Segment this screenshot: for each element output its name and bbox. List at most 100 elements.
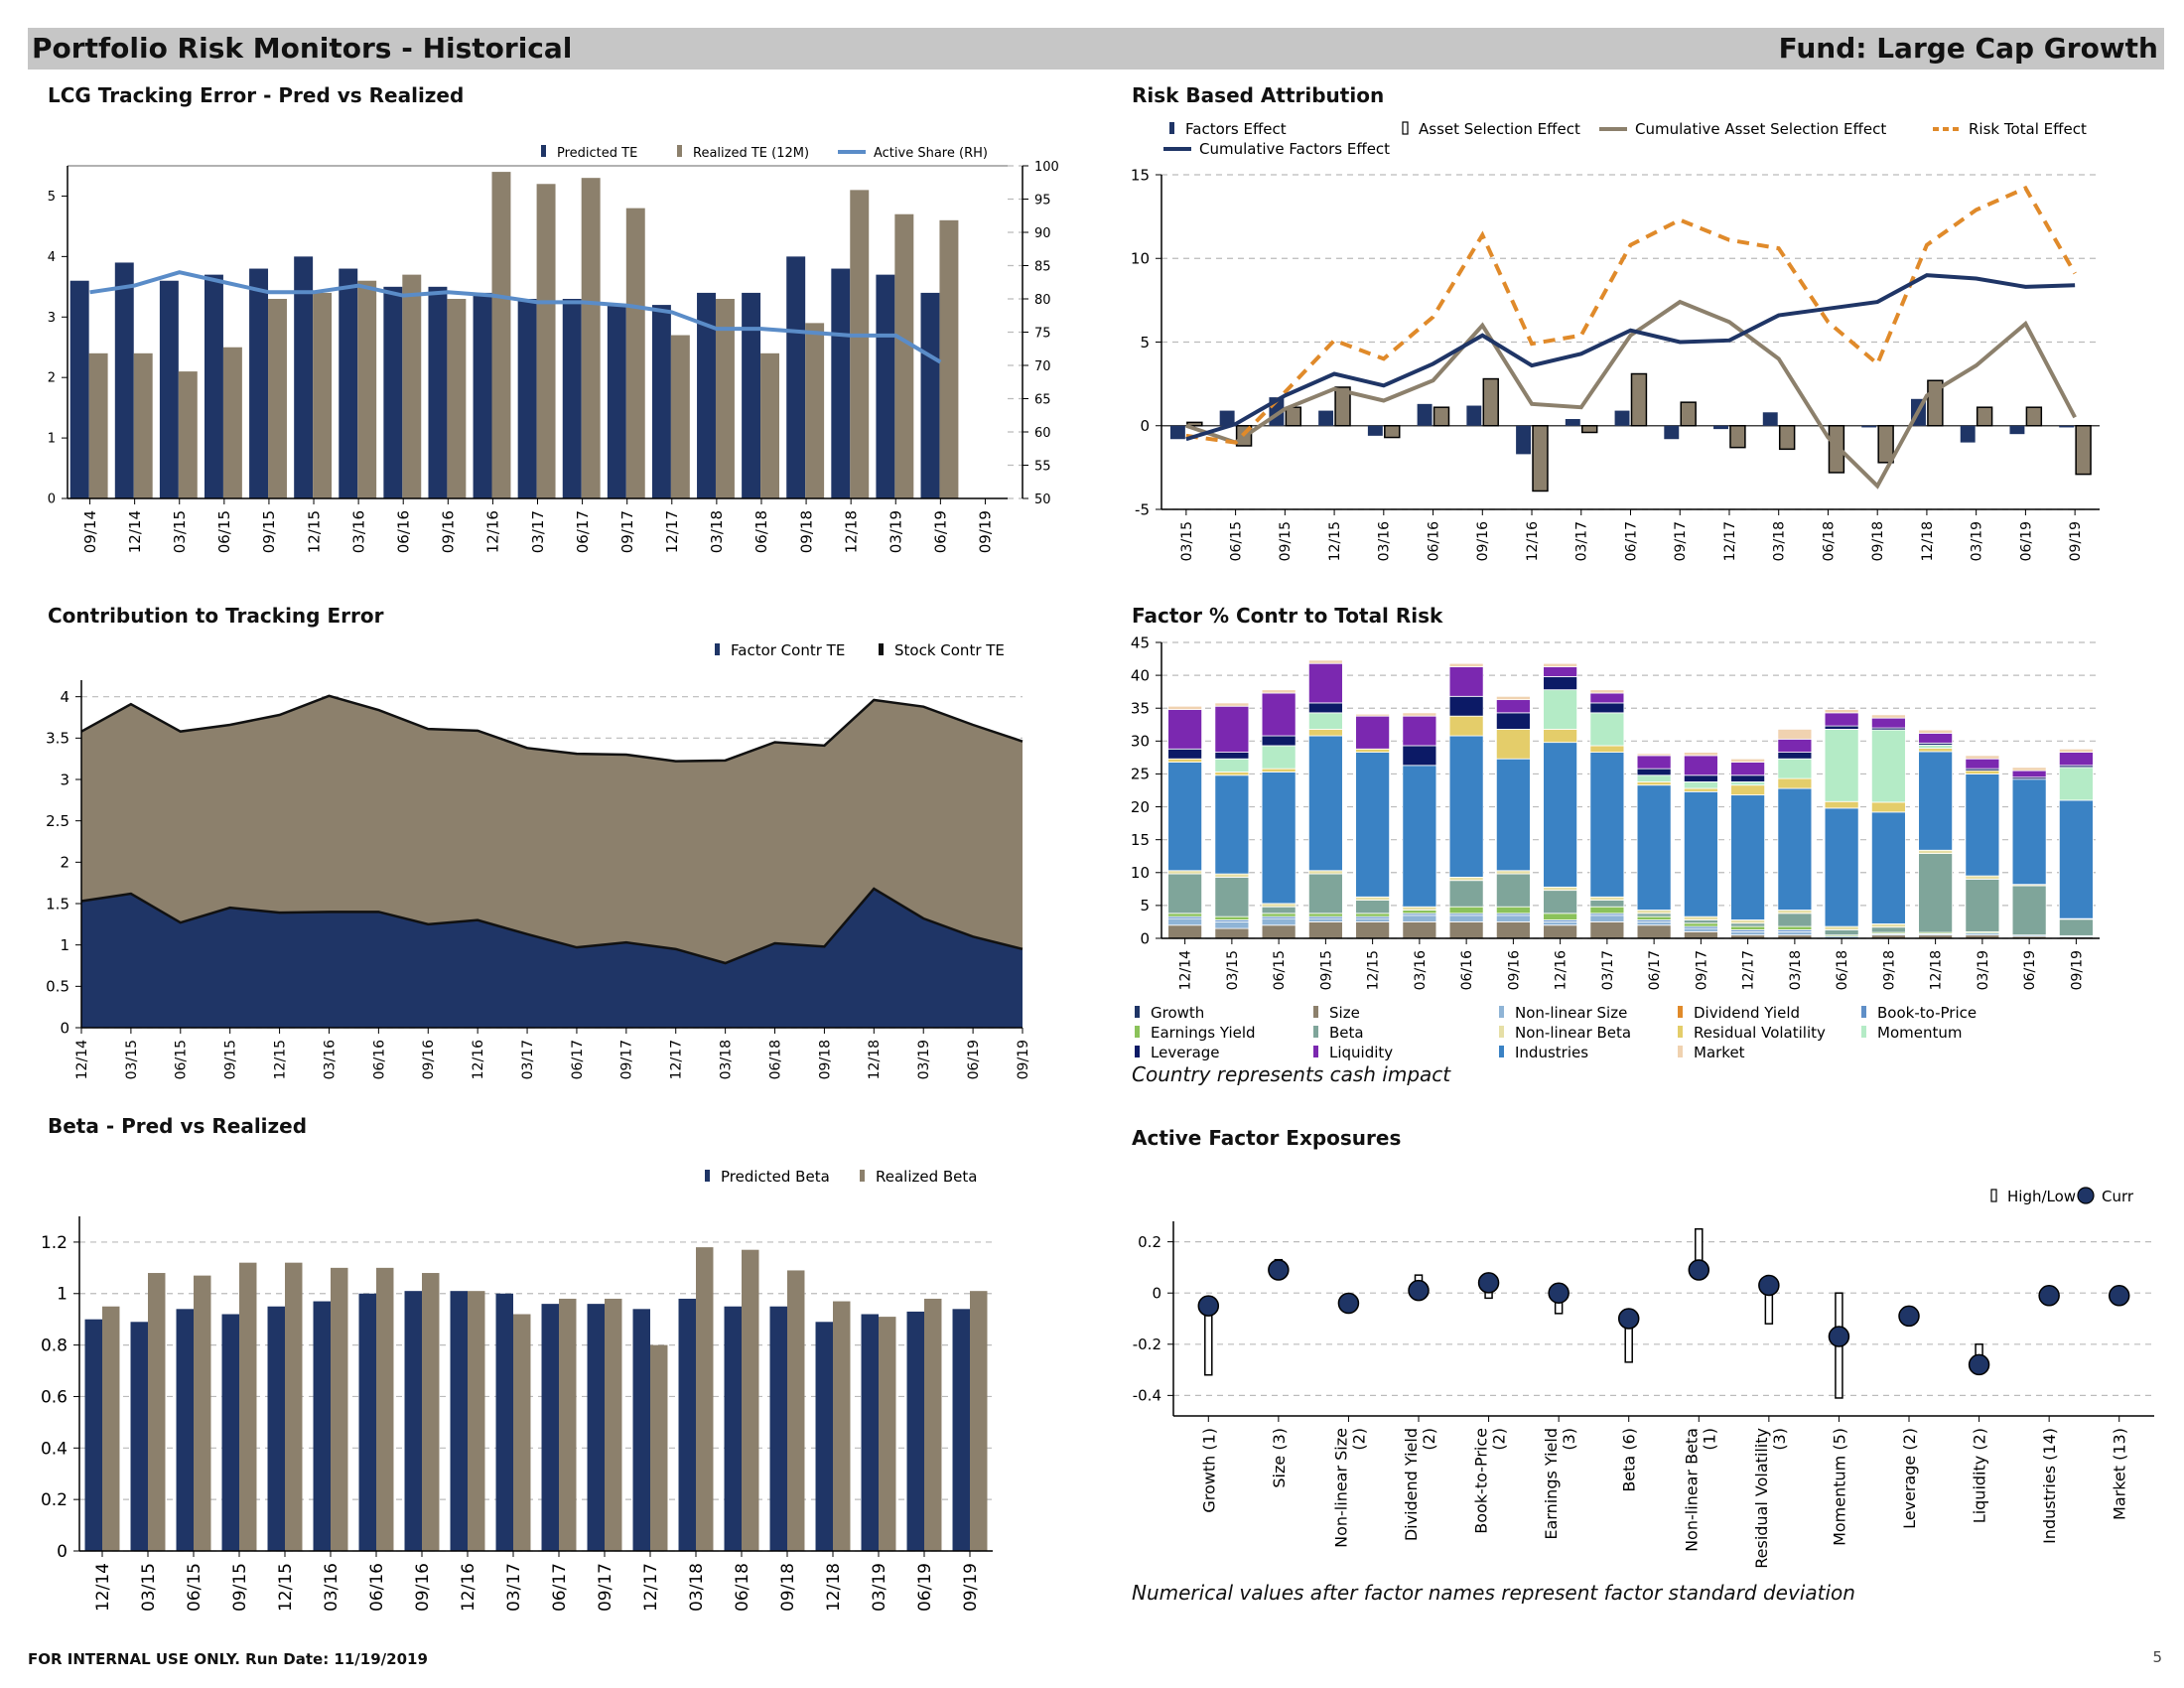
fund-name: Fund: Large Cap Growth — [1778, 32, 2158, 65]
bar-seg-residual-volatility — [1730, 784, 1766, 796]
bar-seg-industries — [1683, 790, 1718, 917]
bar-seg-non-linear-size — [1214, 921, 1250, 929]
y-tick-label: 0 — [57, 1542, 68, 1562]
area-factor-contr — [81, 889, 1023, 1028]
x-tick-label: 09/16 — [421, 1040, 437, 1079]
bar-asset-selection — [1778, 425, 1796, 451]
bar-seg-industries — [2011, 778, 2047, 886]
bar-seg-momentum — [1261, 745, 1297, 770]
bar-seg-non-linear-beta — [1261, 903, 1297, 908]
x-tick-label: 12/15 — [1327, 521, 1343, 561]
bar-seg-leverage — [1448, 695, 1484, 717]
bar-seg-size — [1589, 921, 1625, 939]
bar-seg-earnings-yield — [1402, 910, 1437, 914]
title-bar: Portfolio Risk Monitors - Historical Fun… — [28, 28, 2164, 70]
legend-label: Non-linear Beta — [1515, 1024, 1631, 1042]
y2-tick-label: 60 — [1034, 426, 1051, 441]
x-tick-label: 12/15 — [305, 510, 323, 553]
bar-predicted-beta — [84, 1319, 102, 1551]
bar-seg-liquidity — [1918, 732, 1954, 744]
x-tick-label: Beta (6) — [1620, 1428, 1639, 1492]
legend-label: Predicted Beta — [721, 1168, 830, 1186]
x-tick-label: 12/16 — [471, 1040, 486, 1079]
bar-seg-market — [1918, 729, 1954, 734]
bar-seg-non-linear-size — [1495, 914, 1531, 922]
x-tick-label: 12/14 — [1178, 950, 1194, 990]
legend-swatch — [1313, 1026, 1318, 1038]
bar-seg-non-linear-size — [1167, 917, 1203, 926]
x-tick-label: 03/18 — [1772, 521, 1788, 561]
bar-seg-market — [1777, 729, 1813, 740]
x-tick-label: Book-to-Price — [1472, 1428, 1491, 1534]
x-tick-label: 09/15 — [1278, 521, 1294, 561]
bar-seg-market — [1448, 662, 1484, 667]
x-tick-label: 03/17 — [1574, 521, 1590, 561]
x-tick-label: 03/19 — [870, 1563, 889, 1612]
legend-swatch — [1678, 1026, 1683, 1038]
legend-swatch — [2077, 1187, 2095, 1204]
legend-swatch — [860, 1170, 865, 1182]
x-tick-label-sub: (3) — [1560, 1428, 1578, 1451]
bar-seg-industries — [1402, 765, 1437, 908]
y-tick-label: 5 — [1140, 897, 1150, 914]
bar-predicted-te — [428, 286, 448, 498]
page-number: 5 — [2152, 1648, 2162, 1666]
bar-factors-effect — [1713, 425, 1728, 430]
bar-seg-liquidity — [1167, 709, 1203, 750]
y-tick-label: 1.2 — [41, 1233, 68, 1253]
bar-predicted-beta — [587, 1304, 605, 1551]
bar-seg-residual-volatility — [1495, 729, 1531, 760]
bar-realized-te — [88, 352, 108, 498]
bar-asset-selection — [1433, 406, 1450, 427]
x-tick-label: 09/19 — [1016, 1040, 1031, 1079]
line-risk-total — [1185, 185, 2077, 445]
bar-seg-beta — [1870, 926, 1906, 933]
x-tick-label: 09/17 — [1673, 521, 1689, 561]
bar-factors-effect — [1960, 425, 1976, 443]
y-tick-label: 15 — [1131, 831, 1150, 849]
current-exposure-dot — [1758, 1274, 1780, 1297]
y-tick-label: 1 — [60, 936, 69, 954]
bar-realized-te — [357, 280, 377, 498]
y-tick-label: 1.5 — [46, 895, 69, 913]
bar-predicted-te — [876, 274, 895, 498]
current-exposure-dot — [1828, 1326, 1850, 1347]
bar-seg-momentum — [1683, 780, 1718, 789]
legend-swatch — [1313, 1006, 1318, 1018]
x-tick-label: 06/19 — [915, 1563, 935, 1612]
legend-swatch — [1313, 1046, 1318, 1057]
bar-seg-non-linear-beta — [1918, 849, 1954, 854]
bar-seg-momentum — [1918, 744, 1954, 750]
x-tick-label: 06/16 — [394, 510, 412, 553]
bar-predicted-beta — [861, 1314, 879, 1551]
bar-seg-market — [1870, 714, 1906, 719]
bar-seg-market — [1214, 702, 1250, 707]
bar-seg-earnings-yield — [1214, 915, 1250, 920]
bar-seg-non-linear-beta — [1965, 875, 2000, 880]
x-tick-label: 06/19 — [2018, 521, 2034, 561]
x-tick-label: 06/18 — [767, 1040, 783, 1079]
bar-predicted-beta — [267, 1306, 285, 1551]
current-exposure-dot — [2108, 1285, 2130, 1307]
bar-predicted-beta — [769, 1306, 787, 1551]
bar-seg-leverage — [1636, 768, 1672, 776]
bar-seg-non-linear-beta — [1824, 925, 1859, 930]
bar-seg-industries — [1448, 735, 1484, 878]
x-tick-label-sub: (1) — [1700, 1428, 1718, 1451]
bar-seg-liquidity — [2011, 770, 2047, 778]
bar-seg-industries — [2058, 799, 2094, 919]
bar-seg-liquidity — [1355, 715, 1391, 750]
bar-predicted-beta — [906, 1311, 924, 1551]
bar-predicted-beta — [541, 1304, 559, 1551]
legend-label: Residual Volatility — [1694, 1024, 1826, 1042]
bar-seg-non-linear-size — [1543, 921, 1578, 926]
legend-label: Dividend Yield — [1694, 1004, 1800, 1022]
bar-seg-momentum — [1870, 729, 1906, 803]
x-tick-label: 03/17 — [529, 510, 547, 553]
x-tick-label: 03/18 — [687, 1563, 707, 1612]
y2-tick-label: 80 — [1034, 293, 1051, 308]
x-tick-label: Non-linear Size — [1331, 1428, 1350, 1548]
bar-seg-earnings-yield — [1355, 913, 1391, 917]
bar-seg-market — [1683, 752, 1718, 757]
bar-seg-beta — [1307, 873, 1343, 914]
